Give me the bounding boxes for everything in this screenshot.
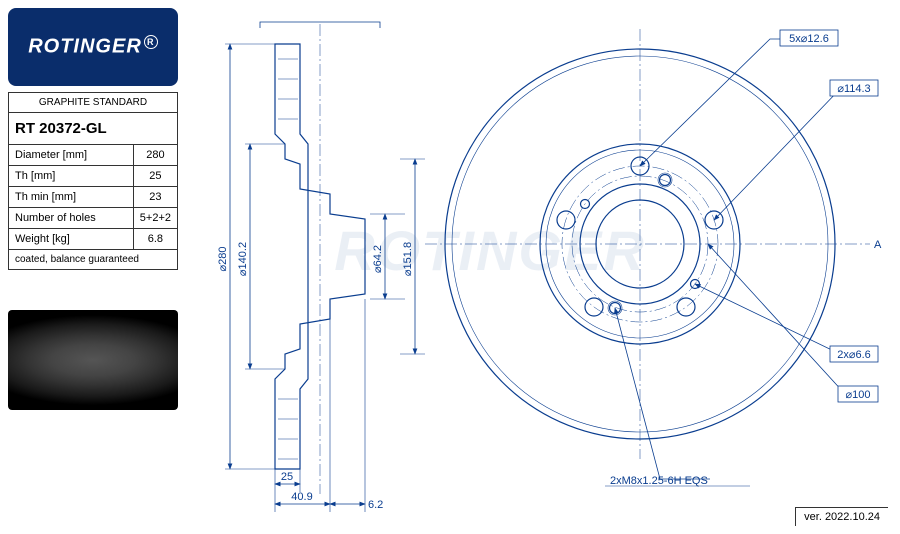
product-photo	[8, 310, 178, 410]
spec-value: 5+2+2	[133, 208, 177, 229]
dim-25: 25	[281, 471, 293, 483]
callout-thread: 2xM8x1.25-6H EQS	[610, 475, 708, 487]
spec-note: coated, balance guaranteed	[9, 250, 178, 270]
dim-62: 6.2	[368, 499, 383, 511]
standard-label: GRAPHITE STANDARD	[9, 93, 178, 113]
spec-table: GRAPHITE STANDARD RT 20372-GL Diameter […	[8, 92, 178, 270]
spec-value: 6.8	[133, 229, 177, 250]
dim-d280: ⌀280	[217, 247, 229, 272]
callout-d100: ⌀100	[846, 389, 871, 401]
spec-label: Th min [mm]	[9, 187, 134, 208]
spec-value: 280	[133, 145, 177, 166]
spec-value: 25	[133, 166, 177, 187]
callout-2holes: 2x⌀6.6	[837, 349, 871, 361]
callout-5holes: 5x⌀12.6	[789, 33, 829, 45]
dim-409: 40.9	[291, 491, 312, 503]
dim-d140: ⌀140.2	[237, 242, 249, 276]
dim-d151: ⌀151.8	[402, 242, 414, 276]
version-label: ver. 2022.10.24	[795, 507, 888, 526]
spec-label: Number of holes	[9, 208, 134, 229]
spec-value: 23	[133, 187, 177, 208]
callout-pcd: ⌀114.3	[837, 83, 870, 95]
axis-a: A	[874, 239, 882, 251]
brand-logo: ROTINGERR	[8, 8, 178, 86]
spec-label: Diameter [mm]	[9, 145, 134, 166]
part-number: RT 20372-GL	[9, 113, 178, 145]
dim-d64: ⌀64.2	[372, 245, 384, 273]
technical-drawing: ⌀280 ⌀140.2 ⌀64.2 ⌀151.8 25 40.9 6.2	[190, 14, 890, 514]
spec-label: Weight [kg]	[9, 229, 134, 250]
section-view: ⌀280 ⌀140.2 ⌀64.2 ⌀151.8 25 40.9 6.2	[217, 22, 425, 512]
front-view: A	[425, 29, 882, 487]
spec-label: Th [mm]	[9, 166, 134, 187]
brand-name: ROTINGERR	[28, 35, 158, 59]
